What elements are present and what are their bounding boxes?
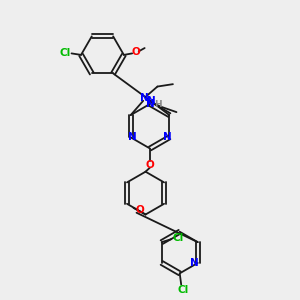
Text: O: O [131,47,140,57]
Text: Cl: Cl [172,233,183,243]
Text: O: O [146,160,154,170]
Text: N: N [146,99,154,109]
Text: N: N [190,258,199,268]
Text: Cl: Cl [59,48,70,58]
Text: N: N [146,96,155,106]
Text: N: N [128,132,136,142]
Text: N: N [140,93,149,103]
Text: H: H [154,100,162,109]
Text: N: N [164,132,172,142]
Text: Cl: Cl [177,285,188,295]
Text: O: O [135,205,144,215]
